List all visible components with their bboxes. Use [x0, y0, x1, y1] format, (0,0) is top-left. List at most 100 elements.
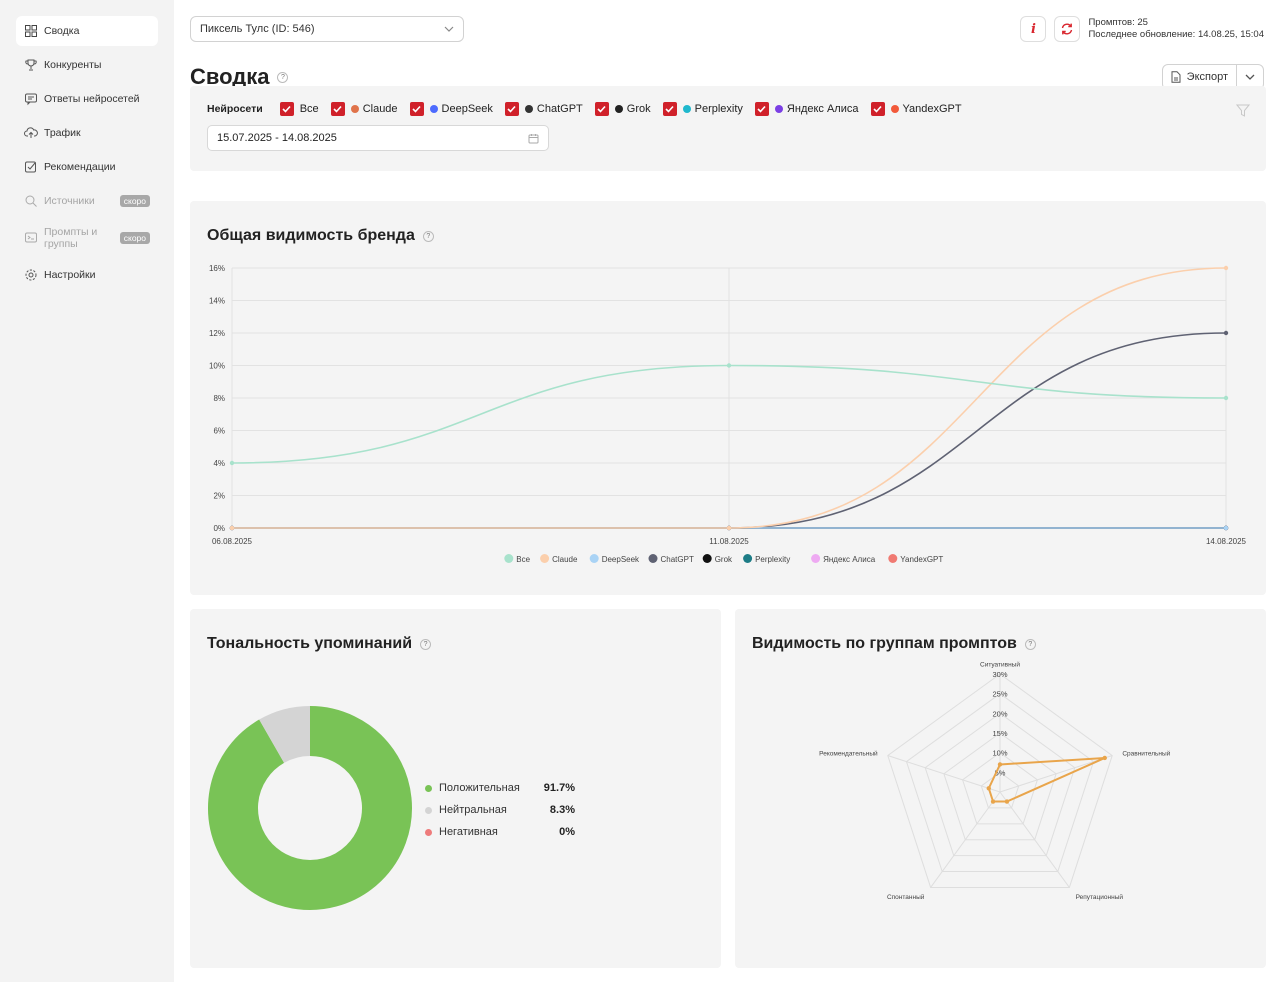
filter-checkbox-4[interactable]: Grok — [594, 102, 651, 116]
donut-slice-0[interactable] — [208, 706, 412, 910]
sidebar-item-5[interactable]: Источники скоро — [16, 186, 158, 216]
checkbox-checked-icon[interactable] — [870, 102, 885, 116]
radar-point[interactable] — [1004, 799, 1010, 804]
sidebar-item-1[interactable]: Конкуренты — [16, 50, 158, 80]
y-tick-label: 16% — [209, 264, 225, 273]
export-button[interactable]: Экспорт — [1163, 65, 1237, 89]
data-point[interactable] — [726, 525, 732, 531]
chevron-down-icon — [1245, 74, 1255, 80]
radar-tick-label: 25% — [992, 690, 1007, 699]
radar-series — [987, 756, 1106, 803]
legend-swatch — [743, 554, 753, 563]
calendar-icon — [528, 133, 539, 143]
radar-tick-label: 10% — [992, 749, 1007, 758]
export-dropdown-button[interactable] — [1237, 65, 1263, 89]
prompt-groups-radar-chart: Ситуативный Сравнительный Репутационный Спо… — [819, 660, 1171, 901]
filter-checkbox-1[interactable]: Claude — [330, 102, 398, 116]
filter-label: Нейросети — [207, 103, 263, 115]
data-point[interactable] — [726, 363, 732, 368]
topbar-actions: i Промптов: 25 Последнее обновление: 14.… — [1020, 16, 1264, 42]
legend-swatch — [702, 554, 712, 563]
filter-checkbox-5[interactable]: Perplexity — [662, 102, 743, 116]
radar-axis-label: Рекомендательный — [819, 749, 878, 757]
help-icon[interactable]: ? — [420, 638, 432, 650]
legend-item-5[interactable]: Perplexity — [743, 554, 790, 564]
data-point[interactable] — [229, 525, 235, 531]
date-range-input[interactable]: 15.07.2025 - 14.08.2025 — [207, 125, 549, 151]
filter-checkbox-0[interactable]: Все — [279, 102, 319, 116]
sentiment-title: Тональность упоминаний? — [207, 635, 432, 653]
data-point[interactable] — [1223, 395, 1229, 401]
filter-option-label: Все — [299, 103, 319, 115]
sidebar-item-2[interactable]: Ответы нейросетей — [16, 84, 158, 114]
refresh-button[interactable] — [1054, 16, 1081, 42]
data-point[interactable] — [1223, 265, 1229, 271]
checkbox-checked-icon[interactable] — [279, 102, 294, 116]
sentiment-name: Нейтральная — [439, 804, 507, 816]
sentiment-legend-item: Положительная 91.7% — [425, 777, 575, 799]
checkbox-checked-icon[interactable] — [662, 102, 677, 116]
data-point[interactable] — [229, 460, 235, 466]
y-tick-label: 4% — [213, 459, 225, 468]
radar-ring — [924, 712, 1076, 857]
checkbox-checked-icon[interactable] — [409, 102, 424, 116]
data-point[interactable] — [1223, 330, 1229, 336]
filter-checkbox-6[interactable]: Яндекс Алиса — [754, 102, 859, 116]
filter-checkbox-7[interactable]: YandexGPT — [870, 102, 962, 116]
legend-item-7[interactable]: YandexGPT — [888, 554, 943, 564]
sentiment-name: Положительная — [439, 782, 520, 794]
sidebar-item-0[interactable]: Сводка — [16, 16, 158, 46]
x-tick-label: 06.08.2025 — [212, 537, 253, 546]
legend-swatch — [888, 554, 898, 563]
filter-funnel-icon[interactable] — [1235, 104, 1251, 122]
help-icon[interactable]: ? — [422, 230, 434, 242]
project-select-value: Пиксель Тулс (ID: 546) — [200, 23, 315, 35]
y-tick-label: 12% — [209, 329, 225, 338]
refresh-icon — [1062, 23, 1073, 35]
brand-visibility-title-text: Общая видимость бренда — [207, 227, 415, 244]
prompts-meta: Промптов: 25 Последнее обновление: 14.08… — [1088, 17, 1264, 41]
sidebar-item-3[interactable]: Трафик — [16, 118, 158, 148]
info-button[interactable]: i — [1020, 16, 1047, 42]
legend-item-2[interactable]: DeepSeek — [589, 554, 640, 564]
checkbox-checked-icon[interactable] — [594, 102, 609, 116]
checkbox-checked-icon[interactable] — [504, 102, 519, 116]
data-point[interactable] — [1223, 525, 1229, 531]
radar-point[interactable] — [997, 762, 1003, 767]
sidebar-item-label: Сводка — [44, 25, 80, 37]
radar-point[interactable] — [990, 799, 996, 804]
radar-point[interactable] — [1102, 755, 1107, 761]
title-row: Сводка? Экспорт — [190, 60, 1264, 94]
y-tick-label: 8% — [213, 394, 225, 403]
filter-checkbox-3[interactable]: ChatGPT — [504, 102, 583, 116]
legend-item-1[interactable]: Claude — [540, 554, 578, 564]
chevron-down-icon — [444, 23, 454, 35]
legend-item-0[interactable]: Все — [504, 554, 531, 564]
radar-tick-label: 15% — [992, 729, 1007, 738]
checkbox-checked-icon[interactable] — [754, 102, 769, 116]
filter-checkbox-2[interactable]: DeepSeek — [409, 102, 493, 116]
radar-point[interactable] — [986, 786, 991, 791]
sidebar-item-6[interactable]: Промпты и группы скоро — [16, 220, 158, 256]
topbar: Пиксель Тулс (ID: 546) i Промптов: 25 По… — [190, 16, 1264, 46]
sidebar-item-label: Ответы нейросетей — [44, 93, 140, 105]
donut-slice-1[interactable] — [259, 706, 312, 764]
sentiment-value: 8.3% — [549, 804, 575, 816]
legend-item-4[interactable]: Grok — [702, 554, 733, 564]
claude-icon — [350, 105, 359, 113]
help-icon[interactable]: ? — [1024, 638, 1036, 650]
legend-item-3[interactable]: ChatGPT — [648, 554, 694, 564]
sentiment-card: Тональность упоминаний? Положительная 91.… — [190, 609, 721, 968]
project-select[interactable]: Пиксель Тулс (ID: 546) — [190, 16, 464, 42]
legend-item-6[interactable]: Яндекс Алиса — [811, 554, 876, 564]
legend-swatch — [811, 554, 821, 563]
brand-visibility-title: Общая видимость бренда? — [207, 227, 434, 245]
legend-label: Яндекс Алиса — [823, 555, 876, 564]
sidebar-item-4[interactable]: Рекомендации — [16, 152, 158, 182]
page-title: Сводка? — [190, 64, 289, 90]
legend-swatch — [540, 554, 550, 563]
sentiment-legend-item: Негативная 0% — [425, 821, 575, 843]
sidebar-item-7[interactable]: Настройки — [16, 260, 158, 290]
help-icon[interactable]: ? — [277, 71, 289, 83]
checkbox-checked-icon[interactable] — [330, 102, 345, 116]
